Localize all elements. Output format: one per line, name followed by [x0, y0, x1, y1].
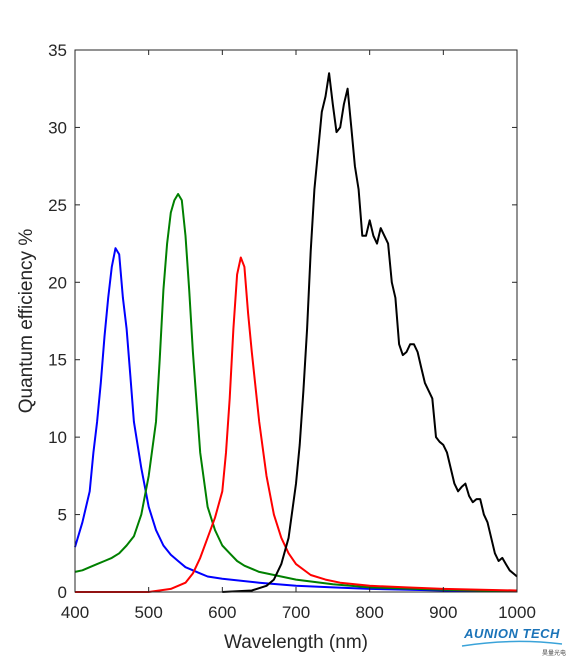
- x-tick-label: 400: [61, 603, 89, 622]
- logo-name: AUNION TECH: [464, 626, 560, 641]
- aunion-tech-logo: AUNION TECH 昊量光电: [458, 626, 566, 660]
- series-line-4: [222, 72, 518, 593]
- y-tick-label: 25: [48, 196, 67, 215]
- x-tick-label: 700: [282, 603, 310, 622]
- series-line-1: [74, 247, 518, 593]
- tick-layer: 400 500 600 700 800 900 1000 0 5 10 15 20 25 30 35: [48, 41, 536, 622]
- y-tick-label: 20: [48, 273, 67, 292]
- series-layer: [74, 72, 518, 593]
- y-tick-label: 35: [48, 41, 67, 60]
- y-tick-label: 5: [58, 506, 67, 525]
- y-tick-label: 0: [58, 583, 67, 602]
- logo-subtitle: 昊量光电: [541, 650, 566, 657]
- y-tick-label: 30: [48, 118, 67, 137]
- logo-swoosh-icon: [461, 640, 563, 647]
- series-line-3: [75, 256, 518, 593]
- x-axis-title: Wavelength (nm): [224, 632, 368, 653]
- x-tick-label: 800: [355, 603, 383, 622]
- x-tick-label: 600: [208, 603, 236, 622]
- y-axis-title: Quantum efficiency %: [16, 229, 37, 414]
- x-tick-label: 500: [134, 603, 162, 622]
- x-tick-label: 1000: [498, 603, 536, 622]
- y-tick-label: 10: [48, 428, 67, 447]
- x-tick-label: 900: [429, 603, 457, 622]
- y-tick-label: 15: [48, 351, 67, 370]
- series-line-2: [74, 193, 518, 593]
